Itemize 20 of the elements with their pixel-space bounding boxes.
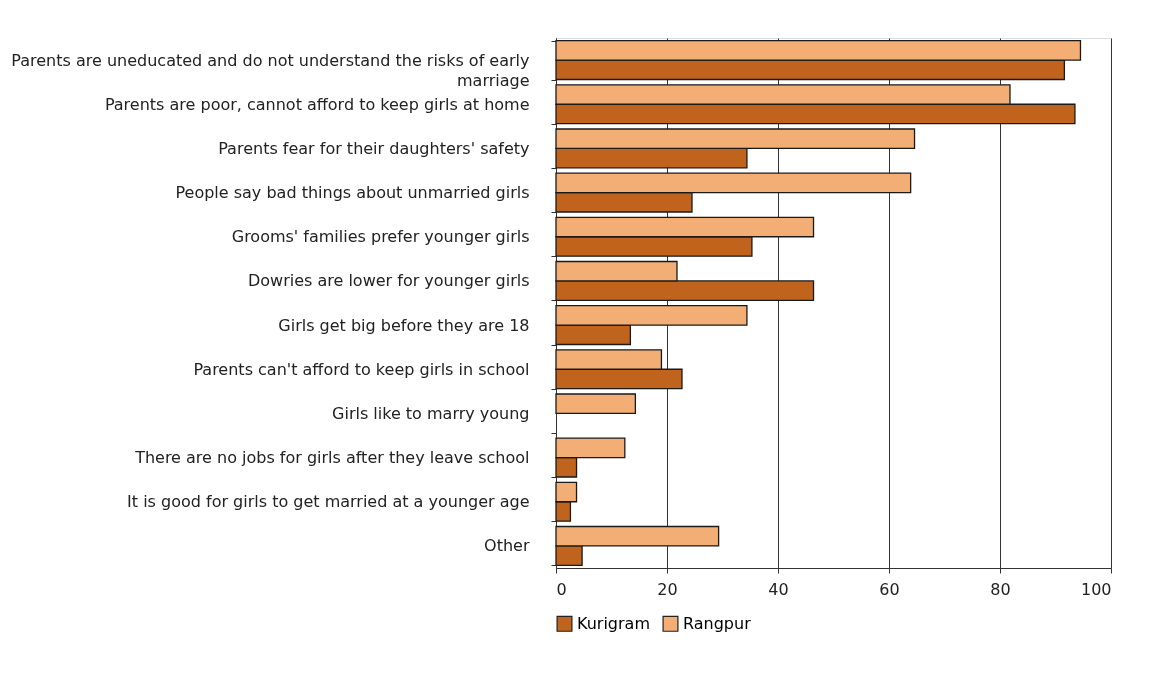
y-tick-label: Parents fear for their daughters' safety [218,138,530,158]
legend-label: Rangpur [683,613,752,633]
y-tick-label: There are no jobs for girls after they leave school [134,448,530,468]
y-tick-label: Parents are poor, cannot afford to keep girls at home [104,94,530,114]
y-tick-label: Parents can't afford to keep girls in school [193,359,530,379]
y-tick-label: Girls get big before they are 18 [278,315,530,335]
x-tick-label: 100 [1080,579,1112,599]
y-tick-label: Other [484,536,530,556]
y-tick-label: Parents are uneducated and do not understand the risks of early marriage [11,50,530,90]
x-tick-label: 60 [879,579,900,599]
x-tick-label: 0 [556,579,567,599]
x-tick-label: 80 [990,579,1011,599]
x-tick-label: 20 [657,579,678,599]
y-tick-label: It is good for girls to get married at a younger age [127,492,530,512]
y-tick-label: Dowries are lower for younger girls [247,271,530,291]
x-tick-label: 40 [768,579,789,599]
y-tick-label: Girls like to marry young [332,403,530,423]
y-tick-label: People say bad things about unmarried girls [175,183,530,203]
y-tick-label: Grooms' families prefer younger girls [231,227,530,247]
legend-label: Kurigram [577,613,650,633]
